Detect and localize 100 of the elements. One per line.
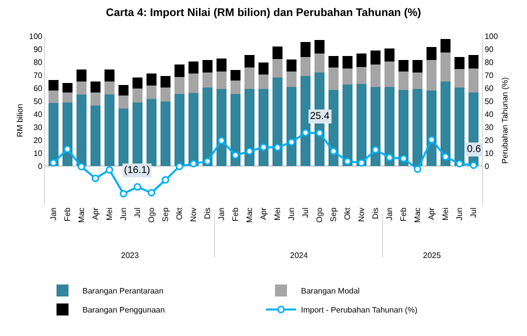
x-tick-label: Jun — [455, 208, 464, 221]
bar — [216, 58, 226, 72]
y2-tick-label: 80 — [484, 58, 494, 67]
y2-tick-label: 50 — [484, 96, 494, 106]
point — [302, 128, 310, 136]
bar — [328, 56, 338, 68]
x-tick-label: Jul — [469, 207, 478, 218]
bar — [174, 64, 184, 77]
bar — [146, 99, 156, 166]
data-label: 25.4 — [310, 111, 330, 122]
point — [316, 129, 324, 137]
bar — [426, 60, 436, 91]
bar — [202, 88, 212, 166]
bar — [328, 68, 338, 90]
point — [358, 159, 366, 167]
bar — [118, 95, 128, 108]
y-tick-label: 80 — [33, 58, 43, 67]
bar — [132, 77, 142, 88]
point — [134, 183, 142, 191]
x-tick-label: Ogo — [315, 207, 324, 223]
point — [288, 138, 296, 146]
bar — [104, 82, 114, 94]
bar — [384, 61, 394, 88]
bar — [412, 60, 422, 72]
x-tick-label: Mac — [413, 208, 422, 223]
bar — [384, 87, 394, 166]
point — [386, 154, 394, 162]
bar — [258, 89, 268, 166]
x-tick-label: Okt — [343, 206, 352, 220]
bar — [314, 40, 324, 54]
x-tick-label: Feb — [399, 207, 408, 222]
y2-tick-label: 70 — [484, 70, 494, 80]
text: 2023 — [121, 251, 140, 260]
x-tick-label: Apr — [427, 207, 436, 220]
y2-axis-title: Perubahan Tahunan (%) — [500, 76, 510, 164]
bar — [272, 78, 282, 166]
bar — [230, 94, 240, 166]
point — [50, 159, 58, 167]
x-tick-label: Sep — [329, 207, 338, 222]
y-tick-label: 50 — [33, 96, 43, 106]
bar — [118, 108, 128, 166]
point — [176, 162, 184, 170]
x-tick-label: Jun — [119, 208, 128, 221]
bar — [300, 56, 310, 76]
x-tick-label: Mac — [77, 208, 86, 223]
y2-tick-label: 30 — [484, 122, 494, 132]
bar — [412, 72, 422, 90]
x-tick-label: Mac — [245, 208, 254, 223]
point — [344, 158, 352, 166]
bar — [244, 89, 254, 166]
y-tick-label: 40 — [33, 110, 43, 119]
bar — [314, 54, 324, 72]
point — [106, 166, 114, 174]
bar — [300, 76, 310, 166]
x-tick-label: Jun — [287, 208, 296, 221]
bar — [104, 94, 114, 166]
bar — [426, 90, 436, 166]
bar — [146, 85, 156, 100]
point — [232, 151, 240, 159]
x-tick-label: Dis — [371, 208, 380, 220]
bar — [286, 59, 296, 72]
point — [442, 153, 450, 161]
point — [260, 143, 268, 151]
bar — [398, 71, 408, 90]
bar — [356, 84, 366, 166]
point — [456, 160, 464, 168]
bar — [342, 56, 352, 68]
bar — [454, 69, 464, 88]
bar — [398, 60, 408, 72]
bar — [76, 82, 86, 94]
legend-label: Import - Perubahan Tahunan (%) — [301, 306, 418, 315]
bar — [160, 88, 170, 102]
x-tick-label: Nov — [189, 208, 198, 222]
bar — [342, 84, 352, 166]
bar — [104, 70, 114, 82]
legend-label: Barangan Perantaraan — [82, 286, 164, 296]
x-tick-label: Ogo — [147, 207, 156, 223]
bar — [160, 102, 170, 166]
y2-tick-label: 0 — [484, 162, 490, 171]
bar — [76, 70, 86, 82]
y2-tick-label: 40 — [484, 110, 494, 119]
point — [162, 176, 170, 184]
x-tick-label: Jul — [301, 207, 310, 218]
x-tick-label: Apr — [259, 207, 268, 220]
y-axis-title: RM bilion — [16, 104, 25, 138]
bar — [468, 55, 478, 68]
y2-tick-label: 100 — [484, 32, 498, 41]
y-tick-label: 20 — [33, 136, 43, 145]
x-tick-label: Mei — [273, 207, 282, 220]
x-tick-label: Feb — [231, 207, 240, 222]
bar — [412, 89, 422, 166]
y-tick-label: 0 — [38, 162, 43, 171]
bar — [356, 66, 366, 84]
legend-label: Barangan Penggunaan — [82, 306, 165, 315]
x-tick-label: Jan — [49, 208, 58, 221]
x-tick-label: Nov — [357, 208, 366, 222]
bar — [48, 103, 58, 166]
y-tick-label: 30 — [33, 122, 43, 132]
bar — [468, 68, 478, 92]
point — [78, 162, 86, 170]
